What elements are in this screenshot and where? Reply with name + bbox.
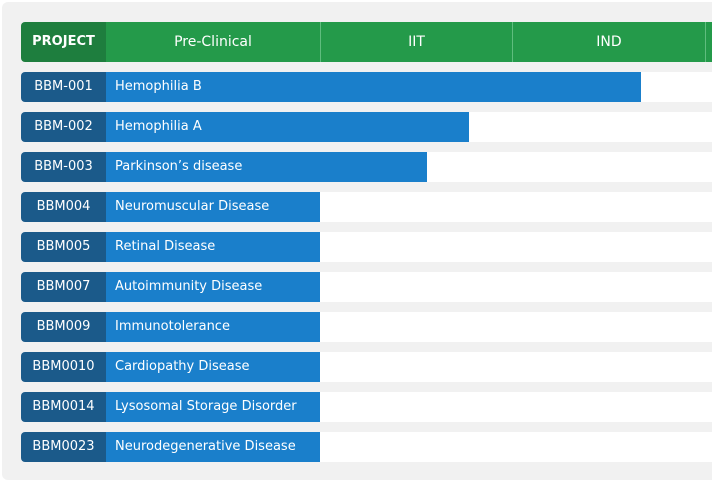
progress-bar — [106, 192, 320, 222]
project-row: BBM005 Retinal Disease — [21, 232, 712, 262]
project-id: BBM-002 — [21, 112, 106, 142]
project-id: BBM005 — [21, 232, 106, 262]
project-id: BBM-001 — [21, 72, 106, 102]
project-name: Retinal Disease — [115, 239, 216, 254]
project-row: BBM-003 Parkinson’s disease — [21, 152, 712, 182]
project-id: BBM-003 — [21, 152, 106, 182]
progress-bar — [106, 232, 320, 262]
project-name: Hemophilia B — [115, 79, 202, 94]
project-row: BBM009 Immunotolerance — [21, 312, 712, 342]
project-name: Parkinson’s disease — [115, 159, 243, 174]
project-id: BBM007 — [21, 272, 106, 302]
header-cell: Pre-Clinical — [106, 22, 321, 62]
header-cell: IIT — [321, 22, 513, 62]
project-name: Lysosomal Storage Disorder — [115, 399, 297, 414]
header-cell — [706, 22, 712, 62]
project-name: Neuromuscular Disease — [115, 199, 270, 214]
project-row: BBM0014 Lysosomal Storage Disorder — [21, 392, 712, 422]
project-name: Cardiopathy Disease — [115, 359, 250, 374]
project-row: BBM0010 Cardiopathy Disease — [21, 352, 712, 382]
project-id: BBM009 — [21, 312, 106, 342]
header-cell: PROJECT — [21, 22, 106, 62]
project-name: Neurodegenerative Disease — [115, 439, 296, 454]
project-row: BBM-001 Hemophilia B — [21, 72, 712, 102]
progress-bar — [106, 352, 320, 382]
project-row: BBM004 Neuromuscular Disease — [21, 192, 712, 222]
project-id: BBM0023 — [21, 432, 106, 462]
project-row: BBM0023 Neurodegenerative Disease — [21, 432, 712, 462]
project-name: Hemophilia A — [115, 119, 202, 134]
progress-bar — [106, 72, 641, 102]
project-row: BBM007 Autoimmunity Disease — [21, 272, 712, 302]
project-id: BBM0010 — [21, 352, 106, 382]
project-name: Immunotolerance — [115, 319, 230, 334]
project-name: Autoimmunity Disease — [115, 279, 263, 294]
progress-bar — [106, 312, 320, 342]
progress-bar — [106, 272, 320, 302]
header-cell: IND — [513, 22, 706, 62]
progress-bar — [106, 152, 427, 182]
project-id: BBM004 — [21, 192, 106, 222]
project-id: BBM0014 — [21, 392, 106, 422]
progress-bar — [106, 392, 320, 422]
project-row: BBM-002 Hemophilia A — [21, 112, 712, 142]
progress-bar — [106, 112, 469, 142]
progress-bar — [106, 432, 320, 462]
